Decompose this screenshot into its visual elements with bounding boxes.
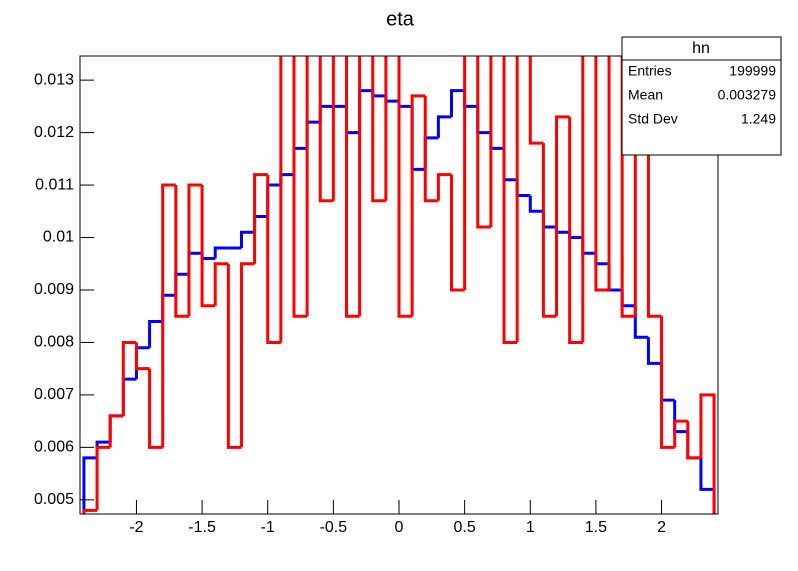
stats-title: hn <box>692 40 710 57</box>
histogram-bin <box>174 185 189 318</box>
histogram-bin <box>318 56 334 203</box>
histogram-bin <box>423 95 439 203</box>
histogram-bin <box>213 262 229 306</box>
x-tick-label: 2 <box>657 519 666 536</box>
plot-area <box>82 56 716 514</box>
y-tick-label: 0.009 <box>34 281 74 298</box>
histogram-bin <box>266 174 281 344</box>
stats-label: Entries <box>628 63 672 79</box>
histogram-bin <box>528 195 544 213</box>
y-tick-label: 0.012 <box>34 124 74 141</box>
histogram-bin <box>292 56 308 318</box>
histogram-bin <box>305 56 309 317</box>
stats-label: Mean <box>628 87 663 103</box>
y-tick-label: 0.007 <box>34 386 74 403</box>
histogram-bin <box>187 183 203 317</box>
histogram-bin <box>108 414 124 448</box>
x-tick-label: 1.5 <box>585 519 607 536</box>
histogram-bin <box>148 319 163 348</box>
histogram-bin <box>358 56 362 317</box>
histogram-bin <box>699 393 716 514</box>
x-tick-label: -2 <box>129 519 143 536</box>
histogram-bin <box>555 115 570 317</box>
histogram-bin <box>436 115 452 138</box>
histogram-bin <box>450 174 465 292</box>
histogram-bin <box>581 56 585 343</box>
histogram-bin <box>673 419 688 448</box>
stats-box: hn Entries 199999 Mean 0.003279 Std Dev 1.249 <box>621 36 782 156</box>
histogram-bin <box>686 421 701 460</box>
histogram-bin <box>476 56 491 229</box>
histogram-bin <box>594 56 610 292</box>
histogram-bin <box>331 56 335 201</box>
histogram-bin <box>82 508 98 514</box>
histogram-bin <box>82 456 98 514</box>
x-tick-label: -1 <box>261 519 275 536</box>
x-tick-label: 1 <box>526 519 535 536</box>
histogram-bin <box>200 185 216 308</box>
histogram-bin <box>568 116 583 344</box>
stats-value: 199999 <box>729 63 776 79</box>
y-tick-label: 0.008 <box>34 334 74 351</box>
x-tick-label: 0 <box>395 519 404 536</box>
y-tick-label: 0.013 <box>34 71 74 88</box>
stats-value: 0.003279 <box>718 87 777 103</box>
histogram-bin <box>436 173 452 201</box>
histogram-bin <box>213 246 229 259</box>
histogram-bin <box>463 56 467 290</box>
histogram-bin <box>226 263 242 449</box>
x-tick-label: 0.5 <box>454 519 476 536</box>
histogram-bin <box>371 56 386 203</box>
x-tick-label: -0.5 <box>320 519 348 536</box>
histogram-bin <box>279 56 283 343</box>
stats-frame <box>621 36 782 156</box>
histogram-bin <box>121 340 137 416</box>
chart-title: eta <box>386 8 415 30</box>
histogram-bin <box>344 56 360 318</box>
y-tick-label: 0.005 <box>34 491 74 508</box>
histogram-bin <box>646 337 662 365</box>
x-tick-label: -1.5 <box>188 519 216 536</box>
histogram-bin <box>134 342 150 371</box>
y-tick-label: 0.006 <box>34 439 74 456</box>
histogram-bin <box>633 56 637 317</box>
histogram-bin <box>239 262 255 448</box>
y-tick-label: 0.011 <box>35 176 74 193</box>
histogram-bin <box>541 143 557 318</box>
stats-value: 1.249 <box>741 111 776 127</box>
histogram-bin <box>410 94 426 317</box>
histogram-bin <box>607 56 611 290</box>
histogram-bin <box>384 56 388 201</box>
histogram-bin <box>515 56 519 343</box>
histogram-bin <box>161 183 176 448</box>
histogram-bin <box>253 173 268 264</box>
histogram-bin <box>489 56 493 228</box>
histogram-bin <box>660 316 675 449</box>
histogram-bin <box>397 56 413 318</box>
histogram-bin <box>528 56 544 145</box>
stats-label: Std Dev <box>628 111 678 127</box>
y-tick-label: 0.01 <box>43 229 74 246</box>
histogram-bin <box>502 56 518 344</box>
histogram-bin <box>95 445 111 511</box>
histogram-bin <box>148 368 163 449</box>
histogram-bin <box>450 89 465 117</box>
histogram-bin <box>239 230 255 249</box>
